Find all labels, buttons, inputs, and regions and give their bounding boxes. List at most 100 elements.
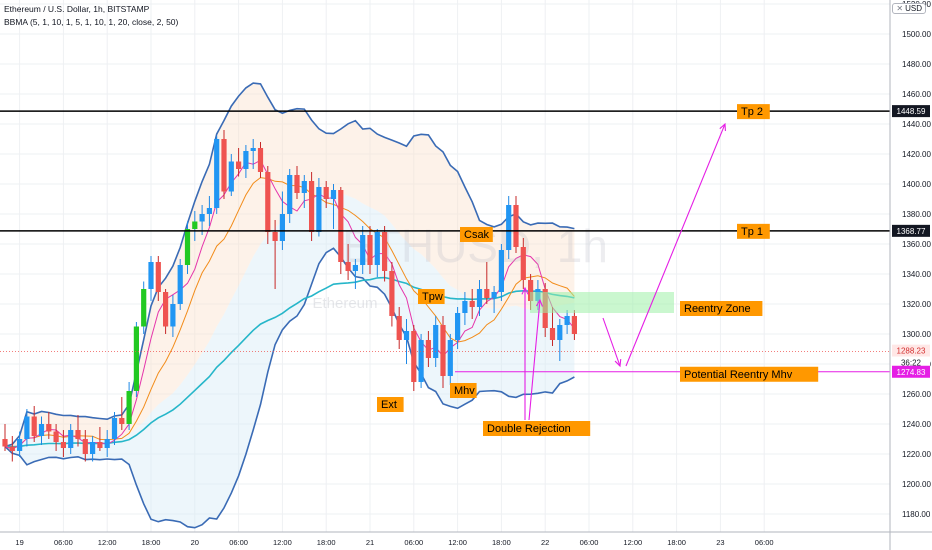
candle-body (506, 205, 512, 250)
candle (228, 154, 234, 196)
label-mhv-bg (450, 383, 477, 398)
label-tp2-bg (737, 104, 770, 120)
candle (60, 430, 66, 457)
time-tick-label: 06:00 (755, 538, 774, 547)
candle (367, 226, 373, 274)
label-csak-bg (460, 227, 493, 242)
candle-body (418, 340, 424, 382)
label-double-rejection-bg (483, 421, 591, 436)
label-potential-reentry-text: Potential Reentry Mhv (684, 369, 793, 381)
price-tick-label: 1260.00 (902, 390, 931, 399)
candle (141, 281, 147, 334)
candle (119, 397, 125, 430)
price-tick-label: 1360.00 (902, 240, 931, 249)
candle (257, 142, 264, 178)
label-mhv-text: Mhv (454, 385, 475, 397)
plot-background (0, 0, 890, 532)
candle-body (528, 280, 534, 301)
arrow-to-tp2 (625, 123, 726, 367)
candle (506, 196, 512, 259)
candle (90, 436, 96, 462)
candle-body (9, 446, 15, 451)
lower-band-fill (5, 191, 575, 528)
label-tpw-text: Tpw (422, 291, 443, 303)
price-tick-label: 1380.00 (902, 210, 931, 219)
price-axis[interactable]: 1180.001200.001220.001240.001260.001280.… (889, 0, 931, 550)
candle-body (250, 148, 256, 151)
annotations[interactable]: Tp 2 Tp 1 Reentry Zone Potential Reentry Mh… (0, 104, 890, 436)
candle-body (491, 292, 497, 298)
candle (345, 244, 351, 280)
candle (75, 415, 81, 447)
time-axis[interactable]: 19 06:00 12:00 18:00 20 06:00 12:00 18:00 21 06:0… (0, 531, 932, 547)
candle-body (411, 331, 417, 382)
potential-reentry-badge: 1274.83 (897, 368, 926, 377)
candle (491, 286, 497, 313)
time-tick-label: 22 (541, 538, 549, 547)
price-tick-label: 1460.00 (902, 90, 931, 99)
candle (309, 172, 315, 241)
candle (520, 238, 526, 289)
currency-button[interactable]: ✕ USD (892, 3, 926, 14)
label-tp2: Tp 2 (737, 104, 770, 120)
candle-body (148, 262, 154, 289)
time-tick-label: 12:00 (448, 538, 467, 547)
candle (31, 406, 37, 442)
label-double-rejection-text: Double Rejection (487, 423, 571, 435)
label-tp1-text: Tp 1 (741, 226, 763, 238)
time-tick-label: 20 (191, 538, 199, 547)
candle-body (389, 271, 395, 316)
candle-body (177, 265, 183, 304)
time-tick-label: 06:00 (229, 538, 248, 547)
candle (53, 424, 59, 451)
candle-body (163, 292, 169, 327)
arrow-to-tp2-head (719, 122, 726, 132)
candle-body (53, 431, 59, 442)
candle-body (155, 262, 161, 292)
time-tick-label: 06:00 (404, 538, 423, 547)
candle (396, 307, 402, 349)
candle (447, 334, 453, 385)
indicator-label[interactable]: BBMA (5, 1, 10, 1, 5, 1, 10, 1, 20, clos… (4, 17, 179, 27)
label-potential-reentry-bg (680, 366, 819, 382)
chart-watermark-sub: Ethereum (312, 295, 377, 312)
candle (498, 244, 504, 301)
candle (476, 280, 483, 316)
lower-band-line (4, 247, 575, 529)
candle-body (31, 416, 37, 436)
time-tick-label: 18:00 (142, 538, 161, 547)
candle (82, 430, 88, 462)
candle-body (455, 313, 461, 340)
candle-body (133, 326, 139, 391)
candle-body (119, 418, 125, 424)
candle-body (221, 139, 227, 192)
candle-body (214, 139, 220, 208)
candles[interactable] (2, 130, 577, 462)
candle (316, 178, 322, 237)
time-tick-label: 12:00 (98, 538, 117, 547)
candle (192, 211, 198, 241)
candle-body (513, 205, 519, 247)
price-tick-label: 1420.00 (902, 150, 931, 159)
candle (462, 292, 468, 325)
label-tpw: Tpw (418, 289, 445, 304)
candle (549, 307, 556, 346)
time-tick-label: 19 (15, 538, 23, 547)
candle (177, 259, 183, 310)
candle-body (90, 442, 96, 454)
candle (250, 139, 256, 169)
candle (440, 316, 446, 388)
candle-body (228, 161, 234, 192)
candle-body (294, 175, 300, 193)
candle-body (279, 214, 285, 241)
close-icon[interactable]: ✕ (896, 4, 904, 13)
price-tick-label: 1240.00 (902, 420, 931, 429)
candle (403, 319, 410, 364)
label-potential-reentry: Potential Reentry Mhv (680, 366, 819, 382)
candle (104, 430, 110, 457)
candle (360, 226, 366, 274)
price-tick-label: 1300.00 (902, 330, 931, 339)
candle-body (141, 289, 147, 327)
tp1-price-badge-bg (892, 224, 930, 237)
